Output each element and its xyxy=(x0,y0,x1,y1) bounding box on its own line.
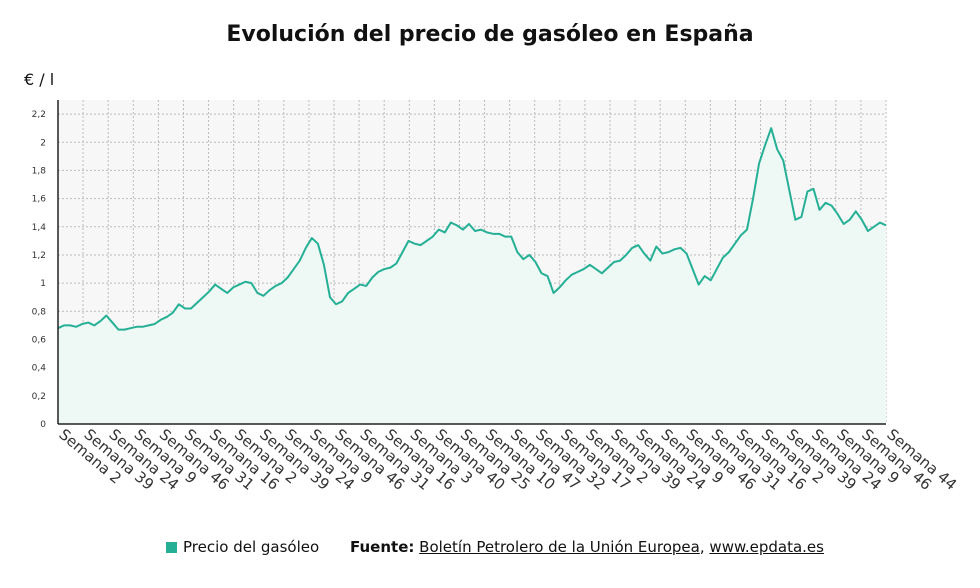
legend-swatch xyxy=(166,541,177,553)
y-tick-labels: 0 0,2 0,4 0,6 0,8 1 1,2 1,4 1,6 1,8 2 2,2 xyxy=(32,110,47,430)
y-tick-label: 0,6 xyxy=(32,335,47,345)
series-area-fill xyxy=(58,128,886,425)
source-separator: , xyxy=(699,538,705,556)
y-tick-label: 0,4 xyxy=(32,364,47,374)
y-tick-label: 2 xyxy=(40,138,46,148)
y-tick-label: 2,2 xyxy=(32,110,46,120)
source-name-link[interactable]: Boletín Petrolero de la Unión Europea xyxy=(419,538,700,556)
series-area xyxy=(57,127,887,425)
axes xyxy=(57,100,886,425)
y-tick-label: 1 xyxy=(40,279,46,289)
y-tick-label: 0 xyxy=(40,420,46,430)
chart-title: Evolución del precio de gasóleo en Españ… xyxy=(226,22,754,47)
y-tick-label: 1,6 xyxy=(32,195,47,205)
series-line xyxy=(57,127,887,331)
legend: Precio del gasóleo xyxy=(166,538,319,556)
y-tick-label: 1,8 xyxy=(32,166,47,176)
y-axis-unit-label: € / l xyxy=(24,70,55,89)
y-tick-label: 0,8 xyxy=(32,307,47,317)
source-label: Fuente: xyxy=(350,538,415,556)
source-line: Fuente: Boletín Petrolero de la Unión Eu… xyxy=(350,538,824,556)
y-tick-label: 1,2 xyxy=(32,251,46,261)
y-tick-label: 0,2 xyxy=(32,392,46,402)
source-site-link[interactable]: www.epdata.es xyxy=(709,538,824,556)
legend-label: Precio del gasóleo xyxy=(183,538,320,556)
y-tick-label: 1,4 xyxy=(32,223,47,233)
